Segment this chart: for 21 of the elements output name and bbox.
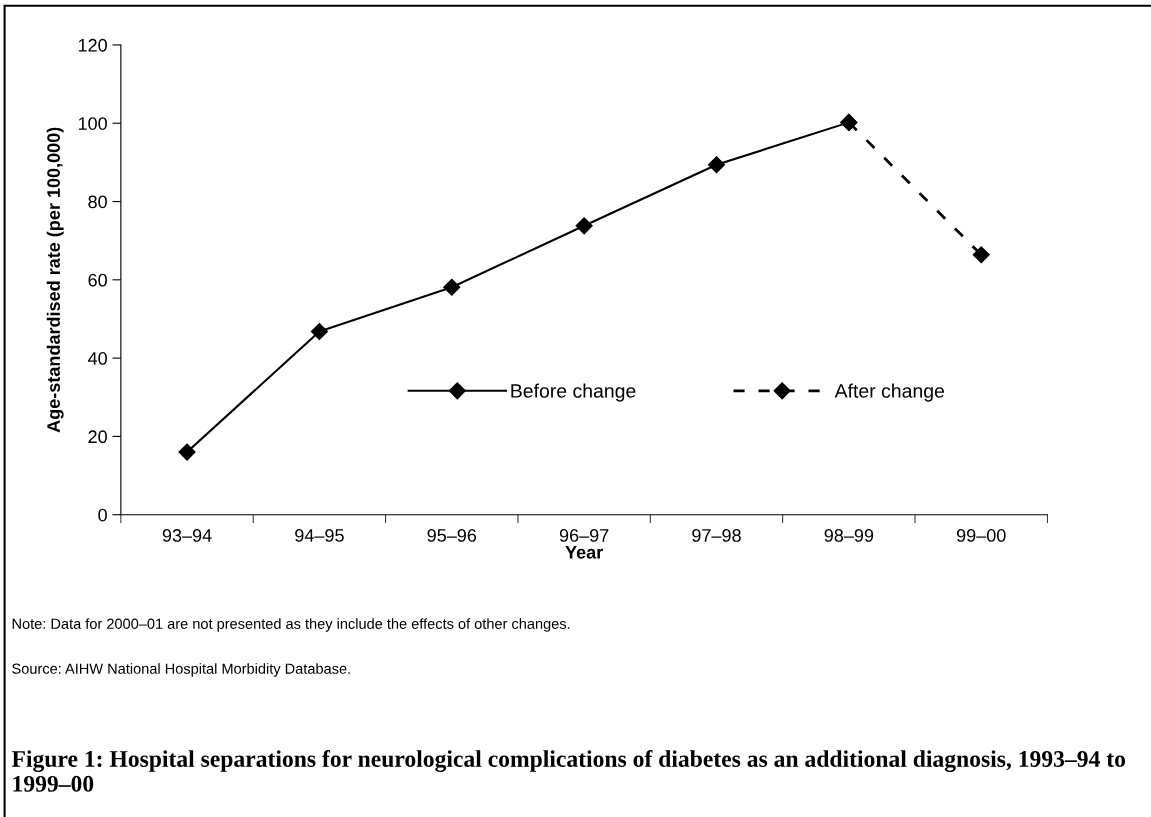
y-tick-label: 60 <box>88 273 107 287</box>
x-tick-label: 95–96 <box>427 529 477 542</box>
legend-label: After change <box>834 383 945 402</box>
legend-label: Before change <box>511 383 636 402</box>
x-tick-label: 93–94 <box>162 529 212 542</box>
y-tick-label: 100 <box>78 117 107 130</box>
x-tick-label: 98–99 <box>824 529 874 542</box>
text: Note: Data for 2000–01 are not presented as they include the effects of other changes. <box>12 618 570 632</box>
y-tick-label: 20 <box>88 430 107 444</box>
x-tick-label: 94–95 <box>295 529 344 542</box>
y-axis-title: Age-standardised rate (per 100,000) <box>46 127 64 433</box>
y-tick-label: 80 <box>88 195 107 209</box>
y-tick-label: 40 <box>87 352 107 365</box>
x-tick-label: 96–97 <box>559 529 609 542</box>
x-tick-label: 97–98 <box>692 529 741 542</box>
y-tick-label: 0 <box>98 508 107 522</box>
x-axis-title: Year <box>565 546 603 559</box>
y-tick-label: 120 <box>78 38 107 52</box>
text: Figure 1: Hospital separations for neurological complications of diabetes as an additional diagnosis, 1993–94 to 1999–00 <box>11 750 1126 792</box>
x-tick-label: 99–00 <box>956 529 1006 542</box>
source-note: Source: AIHW National Hospital Morbidity Database. <box>12 663 350 677</box>
